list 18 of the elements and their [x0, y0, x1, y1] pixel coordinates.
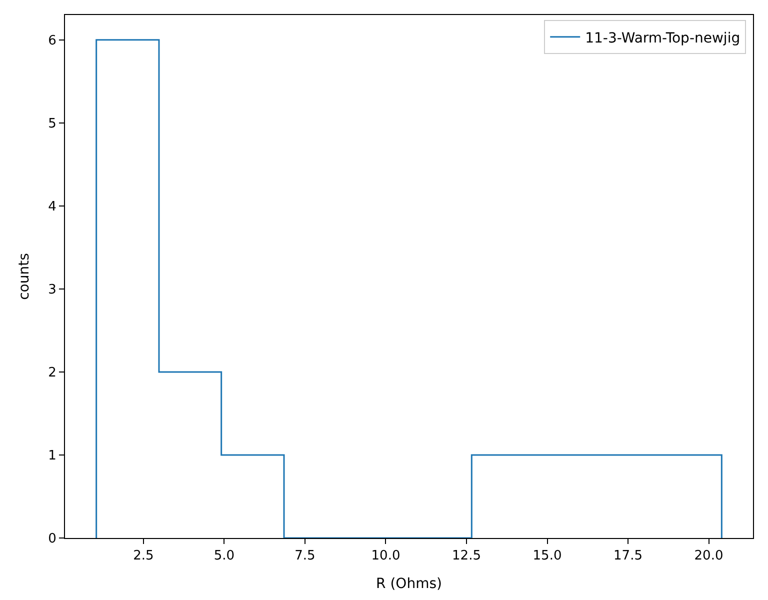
y-tick-label: 1 [48, 448, 56, 464]
y-axis-title: counts [16, 253, 33, 300]
y-tick-label: 3 [48, 282, 56, 298]
y-tick-label: 0 [48, 532, 56, 547]
y-tick-label: 5 [48, 116, 56, 132]
y-tick-label: 6 [48, 33, 56, 48]
y-tick-label: 4 [48, 199, 56, 214]
legend-label: 11-3-Warm-Top-newjig [585, 30, 740, 46]
y-tick-label: 2 [48, 366, 56, 381]
x-tick-label: 20.0 [694, 548, 724, 564]
x-tick-label: 10.0 [371, 548, 400, 564]
x-tick-label: 12.5 [452, 548, 481, 564]
x-axis-title: R (Ohms) [376, 576, 442, 592]
x-tick-label: 7.5 [294, 548, 316, 564]
x-tick-label: 5.0 [214, 548, 235, 564]
x-tick-label: 2.5 [133, 548, 154, 564]
x-tick-label: 17.5 [614, 548, 642, 564]
x-tick-label: 15.0 [532, 548, 562, 564]
